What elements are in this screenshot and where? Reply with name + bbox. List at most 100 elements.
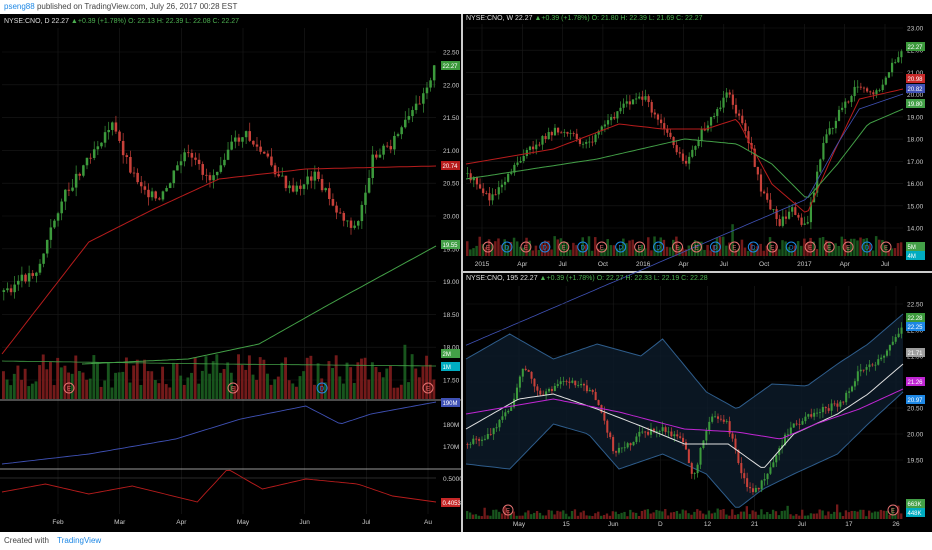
x-tick-label: Jun	[299, 519, 310, 526]
event-marker	[766, 241, 778, 253]
candle	[194, 157, 197, 160]
event-label[interactable]: E	[524, 245, 528, 251]
volume-bar	[515, 515, 518, 519]
candle	[71, 187, 74, 191]
candle	[647, 96, 650, 103]
candle	[787, 211, 791, 219]
volume-bar	[291, 383, 295, 399]
publisher-username[interactable]: pseng88	[4, 2, 35, 11]
daily-time-axis: Feb Mar Apr May Jun Jul Au	[52, 519, 432, 526]
event-label[interactable]: D	[789, 245, 794, 251]
tradingview-brand[interactable]: TradingView	[57, 536, 102, 545]
event-label[interactable]: D	[505, 245, 510, 251]
event-label[interactable]: E	[506, 508, 510, 514]
volume-bar	[128, 382, 132, 399]
volume-bar	[262, 359, 266, 399]
legend-price: 22.27	[515, 15, 534, 22]
volume-bar	[323, 382, 327, 399]
candle	[418, 103, 421, 105]
volume-bar	[421, 366, 425, 399]
event-label[interactable]: E	[770, 245, 774, 251]
volume-bar	[132, 365, 136, 399]
candle	[536, 386, 539, 391]
volume-bar	[612, 245, 616, 256]
event-label[interactable]: D	[713, 245, 718, 251]
candle	[766, 193, 769, 200]
event-label[interactable]: D	[656, 245, 661, 251]
publisher-header: pseng88 published on TradingView.com, Ju…	[0, 0, 932, 14]
volume-bar	[593, 237, 597, 256]
volume-bar	[280, 362, 284, 399]
event-label[interactable]: E	[808, 245, 812, 251]
candle	[859, 86, 862, 88]
price-tag: 22.25	[908, 325, 924, 331]
event-marker	[577, 241, 589, 253]
event-label[interactable]: D	[865, 245, 870, 251]
volume-bar	[661, 511, 664, 519]
volume-bar	[544, 515, 547, 519]
volume-bar	[27, 386, 31, 399]
candle	[197, 159, 201, 165]
obv-tick: 170M	[443, 444, 459, 451]
candle	[623, 447, 626, 449]
candle	[756, 166, 759, 175]
event-label[interactable]: E	[231, 386, 235, 392]
x-tick-label: 12	[704, 521, 712, 528]
volume-bar	[865, 238, 869, 256]
event-label[interactable]: E	[884, 245, 888, 251]
volume-bar	[553, 514, 556, 519]
volume-bar	[737, 248, 741, 256]
candle	[118, 131, 121, 141]
event-label[interactable]: E	[732, 245, 736, 251]
candle	[172, 170, 176, 184]
event-label[interactable]: D	[543, 245, 548, 251]
candle	[628, 101, 631, 105]
event-label[interactable]: E	[486, 245, 490, 251]
volume-bar	[9, 385, 13, 399]
daily-price-axis: 22.50 22.00 21.50 21.00 20.50 20.00 19.50 19.00…	[443, 50, 460, 385]
volume-bar	[59, 367, 63, 399]
event-label[interactable]: E	[600, 245, 604, 251]
volume-bar	[139, 384, 143, 399]
candle	[629, 443, 632, 446]
obv-tick: 180M	[443, 422, 459, 429]
volume-bar	[114, 372, 118, 399]
candle	[475, 177, 479, 185]
volume-bar	[821, 237, 825, 256]
candle	[763, 191, 766, 194]
event-label[interactable]: D	[618, 245, 623, 251]
price-tag-bg	[441, 362, 460, 371]
candle	[147, 189, 150, 198]
event-label[interactable]: E	[846, 245, 850, 251]
event-label[interactable]: E	[891, 508, 895, 514]
y-tick-label: 20.50	[907, 406, 924, 413]
volume-bar	[879, 509, 883, 519]
candle	[525, 150, 528, 156]
volume-bar	[632, 512, 635, 519]
volume-bar	[830, 513, 833, 519]
volume-bar	[824, 240, 828, 256]
candle	[591, 389, 594, 392]
event-label[interactable]: E	[562, 245, 566, 251]
event-label[interactable]: E	[694, 245, 698, 251]
event-label[interactable]: E	[827, 245, 831, 251]
candle	[491, 194, 494, 201]
candle	[121, 140, 125, 156]
event-label[interactable]: E	[676, 245, 680, 251]
event-label[interactable]: D	[581, 245, 586, 251]
volume-bar	[403, 344, 407, 399]
event-label[interactable]: D	[751, 245, 756, 251]
volume-bar	[578, 250, 581, 256]
volume-bar	[760, 509, 763, 519]
candle	[682, 437, 685, 443]
candle	[389, 146, 393, 150]
event-label[interactable]: E	[426, 386, 430, 392]
y-tick-label: 17.00	[907, 159, 924, 166]
event-label[interactable]: E	[67, 386, 71, 392]
event-label[interactable]: D	[320, 386, 325, 392]
event-label[interactable]: E	[638, 245, 642, 251]
volume-bar	[668, 247, 672, 256]
